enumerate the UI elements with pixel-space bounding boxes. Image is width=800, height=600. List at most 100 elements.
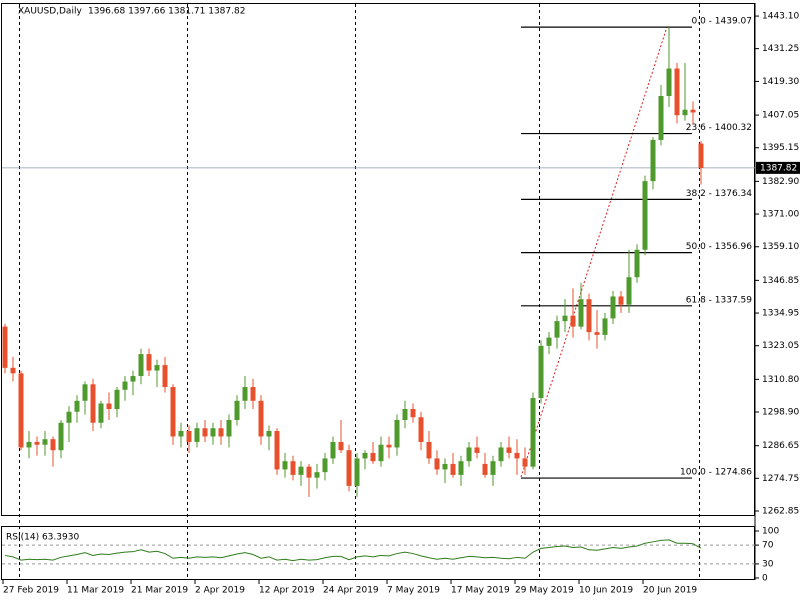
fib-label: 0.0 - 1439.07 [692,17,753,27]
candle-body [538,345,544,399]
candle-body [586,299,592,333]
candle-body [194,428,200,442]
candle-body [10,367,16,374]
y-tick-label: 1286.65 [762,441,799,451]
ohlc-label: 1396.68 1397.66 1381.71 1387.82 [88,7,245,17]
candle-body [362,452,368,459]
candle-body [114,389,120,410]
candle-body [394,419,400,448]
y-tick-label: 1323.05 [762,341,799,351]
candle-body [658,95,664,140]
candle-body [130,376,136,382]
candle-body [218,428,224,437]
candle-body [610,296,616,319]
rsi-label: RSI(14) 63.3930 [6,533,79,543]
y-tick-label: 1298.90 [762,408,799,418]
y-tick-label: 1431.25 [762,44,799,54]
y-tick-label: 1371.00 [762,210,799,220]
candle-body [2,326,8,368]
y-tick-label: 1262.85 [762,507,799,517]
candle-body [450,463,456,475]
x-tick-label: 21 Mar 2019 [131,586,188,596]
candle-body [146,354,152,371]
candle-body [50,439,56,451]
candle-body [66,411,72,423]
candle-body [642,181,648,250]
rsi-tick-label: 30 [762,559,774,569]
candle-body [274,430,280,470]
candle-body [674,68,680,116]
candle-body [474,447,480,453]
candle-body [26,441,32,448]
candle-body [58,422,64,451]
candle-body [98,403,104,423]
candle-body [378,444,384,462]
candle-body [386,444,392,448]
candle-body [242,387,248,401]
candle-body [138,354,144,377]
candle-body [522,458,528,467]
y-tick-label: 1274.75 [762,474,799,484]
fib-trend-line [520,26,668,478]
last-price-box [756,161,800,174]
candle-body [458,461,464,475]
candle-body [234,400,240,420]
candle-body [442,463,448,470]
candle-body [170,387,176,437]
candle-body [186,430,192,442]
rsi-tick-label: 100 [762,527,779,537]
candle-body [226,419,232,437]
candle-body [354,458,360,486]
candle-body [346,450,352,486]
candle-body [370,452,376,462]
y-tick-label: 1334.95 [762,309,799,319]
y-tick-label: 1443.10 [762,12,799,22]
candle-body [530,398,536,467]
candle-body [322,458,328,473]
candle-body [650,139,656,182]
candle-body [466,447,472,462]
candle-body [578,299,584,327]
x-tick-label: 20 Jun 2019 [643,586,697,596]
candle-body [562,315,568,322]
last-price-label: 1387.82 [760,163,797,173]
candle-body [594,332,600,335]
candle-body [338,441,344,451]
candle-body [482,463,488,475]
candle-body [682,109,688,116]
candle-body [434,458,440,470]
y-tick-label: 1395.15 [762,143,799,153]
fib-label: 23.6 - 1400.32 [686,123,752,133]
y-tick-label: 1346.85 [762,276,799,286]
candle-body [266,430,272,437]
candle-body [306,466,312,478]
candle-body [74,400,80,412]
rsi-tick-label: 0 [762,574,768,584]
candle-body [418,417,424,442]
candle-body [298,466,304,475]
candle-body [178,430,184,437]
candle-body [210,428,216,437]
y-tick-label: 1310.80 [762,375,799,385]
candle-body [698,143,704,168]
candle-body [34,441,40,445]
candle-body [690,109,696,113]
candle-body [250,387,256,401]
candle-body [82,384,88,401]
x-tick-label: 7 May 2019 [387,586,440,596]
fib-label: 100.0 - 1274.86 [680,468,752,478]
candle-body [122,381,128,390]
candle-body [42,439,48,445]
candle-body [506,447,512,453]
y-tick-label: 1407.05 [762,111,799,121]
candle-body [90,384,96,423]
candle-body [282,461,288,470]
candle-body [18,373,24,448]
candle-body [634,249,640,278]
x-tick-label: 12 Apr 2019 [259,586,315,596]
rsi-line [4,539,702,562]
candle-body [106,403,112,410]
candle-body [290,461,296,475]
